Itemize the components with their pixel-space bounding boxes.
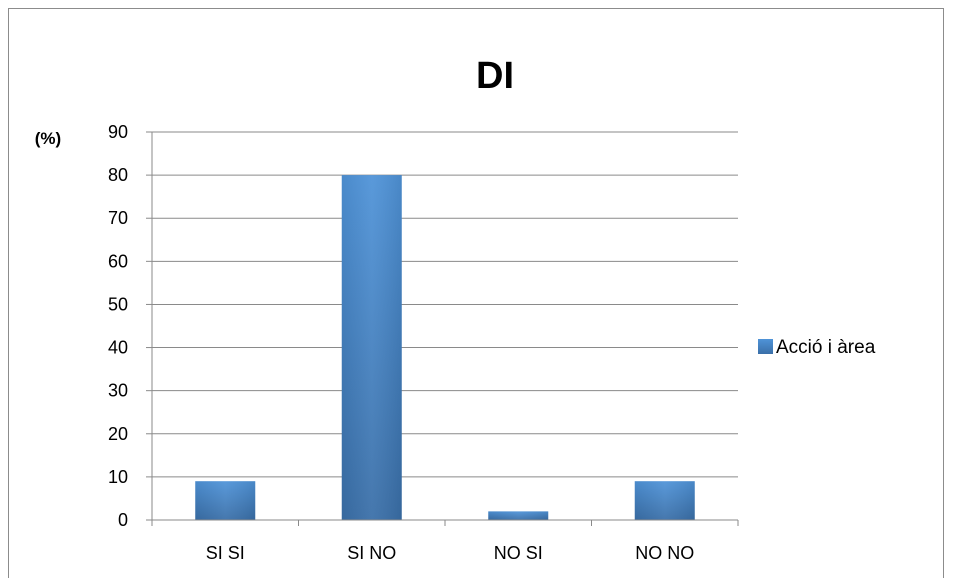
x-tick-label: NO SI <box>494 543 543 563</box>
y-axis-ticks: 0 10 20 30 40 50 60 70 80 90 <box>108 122 152 530</box>
chart-frame <box>8 8 944 578</box>
x-tick-label: NO NO <box>635 543 694 563</box>
y-tick-label: 10 <box>108 467 128 487</box>
x-tick-label: SI SI <box>206 543 245 563</box>
y-tick-label: 50 <box>108 294 128 314</box>
y-tick-label: 0 <box>118 510 128 530</box>
bar-shading <box>488 511 549 520</box>
y-tick-label: 80 <box>108 165 128 185</box>
legend-label: Acció i àrea <box>776 337 876 358</box>
y-tick-label: 20 <box>108 424 128 444</box>
chart-title: DI <box>476 55 514 97</box>
bar-shading <box>195 481 256 520</box>
y-tick-label: 90 <box>108 122 128 142</box>
legend-swatch <box>758 339 773 354</box>
y-tick-label: 60 <box>108 251 128 271</box>
bar-shading <box>634 481 695 520</box>
bars <box>195 175 695 520</box>
y-tick-label: 70 <box>108 208 128 228</box>
y-axis-label: (%) <box>35 129 61 148</box>
y-tick-label: 40 <box>108 338 128 358</box>
x-axis-ticks: SI SI SI NO NO SI NO NO <box>151 520 739 563</box>
x-tick-label: SI NO <box>347 543 396 563</box>
axes <box>151 132 738 521</box>
bar-shading <box>341 175 402 520</box>
legend: Acció i àrea <box>758 337 876 358</box>
y-tick-label: 30 <box>108 381 128 401</box>
gridlines <box>152 131 738 478</box>
